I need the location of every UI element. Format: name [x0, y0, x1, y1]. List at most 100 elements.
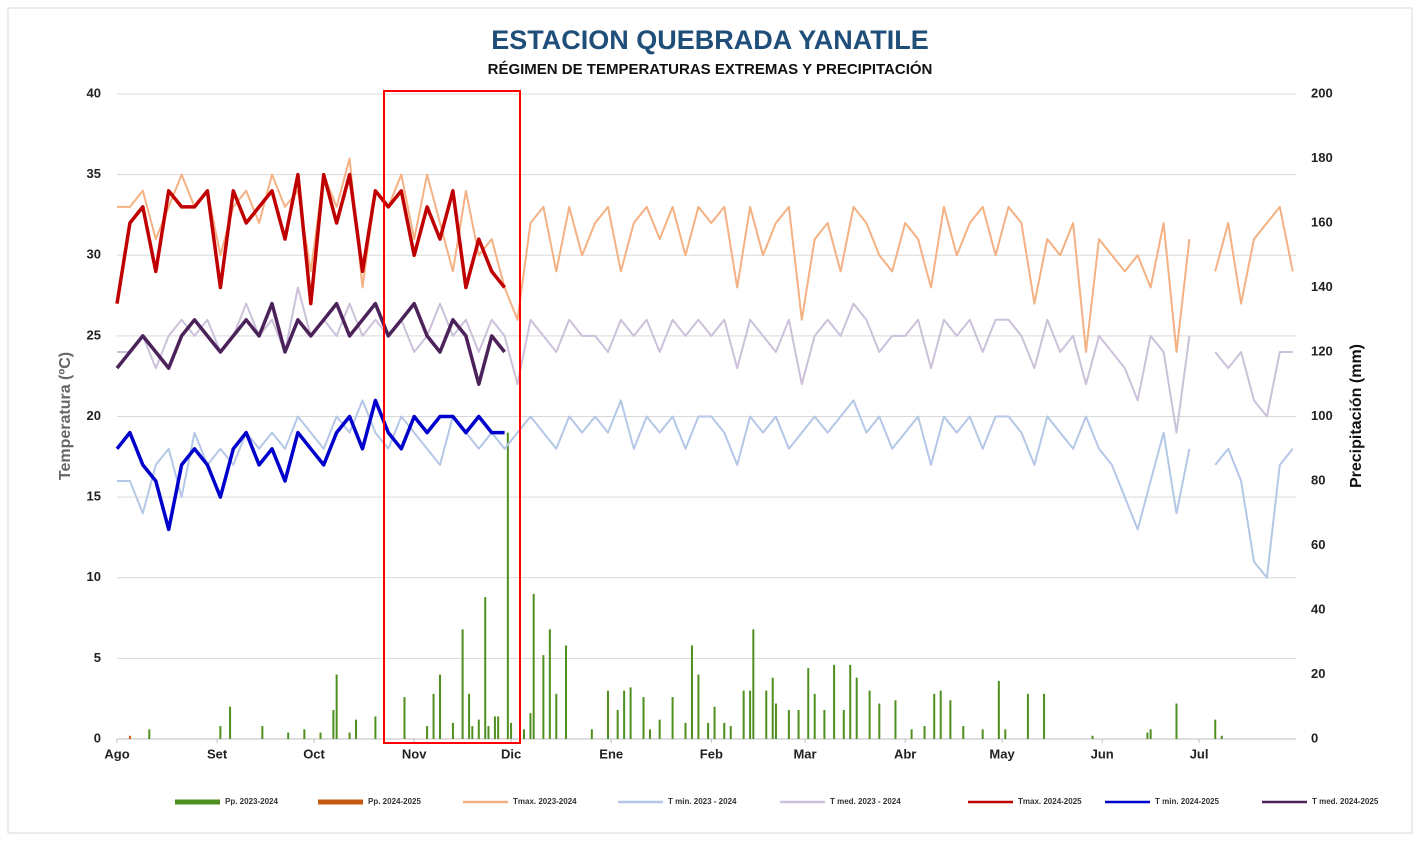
bar [522, 729, 525, 739]
legend: Pp. 2023-2024 Pp. 2024-2025 Tmax. 2023-202… [175, 797, 1379, 806]
bar [939, 690, 942, 739]
bar [374, 716, 377, 739]
bar [1043, 693, 1046, 739]
bar [1026, 693, 1029, 739]
y2-tick-label: 100 [1311, 408, 1333, 423]
x-tick-label: Nov [402, 746, 427, 761]
bar [894, 700, 897, 739]
y2-tick-label: 180 [1311, 150, 1333, 165]
bar [1146, 732, 1149, 739]
bar [590, 729, 593, 739]
bar [1175, 703, 1178, 739]
bar [477, 719, 480, 739]
y-tick-label: 40 [87, 85, 101, 100]
bar [697, 674, 700, 739]
bar [471, 726, 474, 739]
bar [765, 690, 768, 739]
y2-tick-label: 140 [1311, 279, 1333, 294]
bar [439, 674, 442, 739]
y2-axis-label: Precipitación (mm) [1348, 344, 1365, 488]
bar [807, 668, 810, 739]
bar [962, 726, 965, 739]
bar [648, 729, 651, 739]
y-tick-label: 0 [94, 730, 101, 745]
y2-tick-label: 120 [1311, 343, 1333, 358]
bar [671, 697, 674, 739]
legend-label: T min. 2023 - 2024 [668, 797, 737, 806]
y-axis-label: Temperatura (ºC) [57, 352, 74, 480]
bar [707, 722, 710, 739]
y-tick-label: 10 [87, 569, 101, 584]
y-tick-label: 25 [87, 327, 101, 342]
line [1214, 205, 1294, 305]
bar [529, 713, 532, 739]
y-tick-label: 35 [87, 166, 101, 181]
bar [813, 693, 816, 739]
line [115, 172, 506, 306]
bar [484, 597, 487, 739]
bar [510, 722, 513, 739]
bar [833, 664, 836, 739]
bar [532, 593, 535, 739]
y2-tick-label: 160 [1311, 214, 1333, 229]
x-tick-label: Jul [1190, 746, 1209, 761]
legend-label: Tmax. 2023-2024 [513, 797, 577, 806]
bar [690, 645, 693, 739]
bar [723, 722, 726, 739]
chart-title: ESTACION QUEBRADA YANATILE [491, 25, 929, 55]
legend-label: Pp. 2024-2025 [368, 797, 421, 806]
y-tick-label: 30 [87, 247, 101, 262]
bar [335, 674, 338, 739]
line [117, 399, 1191, 531]
bar [823, 709, 826, 739]
x-tick-label: Oct [303, 746, 325, 761]
bar [1091, 735, 1094, 739]
bar [642, 697, 645, 739]
line [1214, 351, 1293, 418]
x-tick-label: Jun [1091, 746, 1114, 761]
bar [713, 706, 716, 739]
y2-tick-label: 80 [1311, 472, 1325, 487]
bar [933, 693, 936, 739]
bar [506, 432, 509, 739]
bar [564, 645, 567, 739]
bar [468, 693, 471, 739]
bar [261, 726, 264, 739]
bar [949, 700, 952, 739]
line [117, 286, 1191, 434]
y2-tick-label: 20 [1311, 666, 1325, 681]
bar [461, 629, 464, 739]
bar [487, 726, 490, 739]
bar [548, 629, 551, 739]
bar [629, 687, 632, 739]
bar [684, 722, 687, 739]
legend-label: Pp. 2023-2024 [225, 797, 278, 806]
bar [219, 726, 222, 739]
chart-frame [7, 7, 1413, 834]
y-tick-label: 15 [87, 489, 101, 504]
bar [355, 719, 358, 739]
bar [1220, 735, 1223, 739]
bar [997, 680, 1000, 739]
bar [403, 697, 406, 739]
y2-tick-label: 60 [1311, 537, 1325, 552]
bar [287, 732, 290, 739]
bar [497, 716, 500, 739]
x-tick-label: Ago [104, 746, 129, 761]
line [115, 301, 506, 386]
bar [878, 703, 881, 739]
legend-label: Tmax. 2024-2025 [1018, 797, 1082, 806]
x-tick-label: May [989, 746, 1015, 761]
bar [658, 719, 661, 739]
y2-tick-label: 200 [1311, 85, 1333, 100]
bar [868, 690, 871, 739]
highlight-box [383, 90, 521, 744]
bar [555, 693, 558, 739]
bar [426, 726, 429, 739]
bar [855, 677, 858, 739]
bar [842, 709, 845, 739]
bar [128, 735, 131, 739]
x-tick-label: Mar [793, 746, 816, 761]
bar [319, 732, 322, 739]
